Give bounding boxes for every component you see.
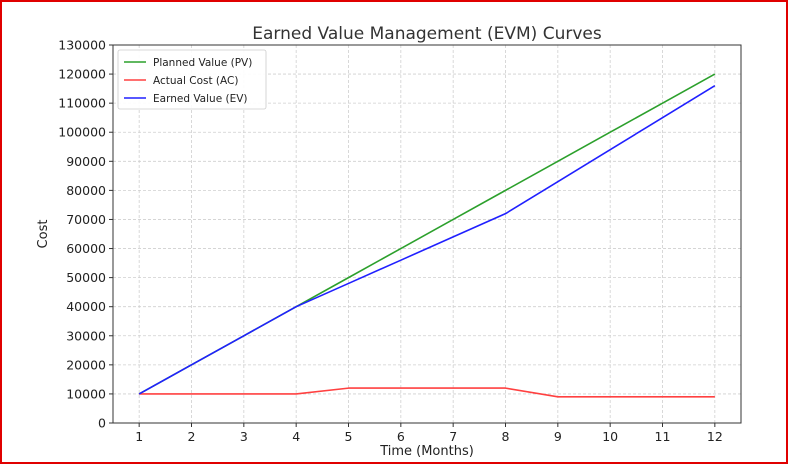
- x-tick-label: 10: [602, 429, 618, 444]
- y-tick-label: 100000: [58, 125, 106, 140]
- series-line-1: [139, 387, 715, 398]
- x-tick-label: 2: [188, 429, 196, 444]
- legend-box: [117, 49, 267, 110]
- y-axis-label: Cost: [36, 220, 51, 249]
- legend-label-0: Planned Value (PV): [153, 57, 252, 69]
- y-tick-label: 30000: [66, 328, 106, 343]
- series-line-2: [138, 85, 716, 395]
- y-tick-label: 40000: [66, 299, 106, 314]
- y-tick-label: 80000: [66, 183, 106, 198]
- y-tick-label: 20000: [66, 357, 106, 372]
- y-tick-label: 120000: [58, 67, 106, 82]
- x-axis-label: Time (Months): [379, 444, 474, 459]
- y-tick-label: 10000: [66, 386, 106, 401]
- legend-label-2: Earned Value (EV): [153, 93, 248, 105]
- grid-lines: [113, 44, 741, 424]
- x-tick-label: 7: [449, 429, 457, 444]
- x-tick-label: 4: [292, 429, 300, 444]
- y-tick-label: 60000: [66, 241, 106, 256]
- x-tick-label: 9: [554, 429, 562, 444]
- series-lines: [138, 73, 716, 398]
- chart-title: Earned Value Management (EVM) Curves: [252, 24, 602, 44]
- x-tick-label: 8: [502, 429, 510, 444]
- y-tick-label: 0: [98, 416, 106, 431]
- x-tick-label: 6: [397, 429, 405, 444]
- y-tick-label: 50000: [66, 270, 106, 285]
- legend-label-1: Actual Cost (AC): [153, 75, 238, 87]
- x-tick-label: 3: [240, 429, 248, 444]
- y-tick-label: 70000: [66, 212, 106, 227]
- legend: Planned Value (PV) Actual Cost (AC) Earned…: [117, 49, 267, 110]
- x-tick-label: 11: [655, 429, 671, 444]
- x-tick-label: 12: [707, 429, 723, 444]
- y-tick-label: 110000: [58, 96, 106, 111]
- x-tick-label: 5: [345, 429, 353, 444]
- y-tick-label: 90000: [66, 154, 106, 169]
- plot-area-border: [112, 44, 742, 424]
- x-tick-label: 1: [135, 429, 143, 444]
- y-tick-label: 130000: [58, 38, 106, 53]
- axes: 1 2 3 4 5 6 7 8 9 10 11 120100002000030000400005000…: [58, 38, 742, 444]
